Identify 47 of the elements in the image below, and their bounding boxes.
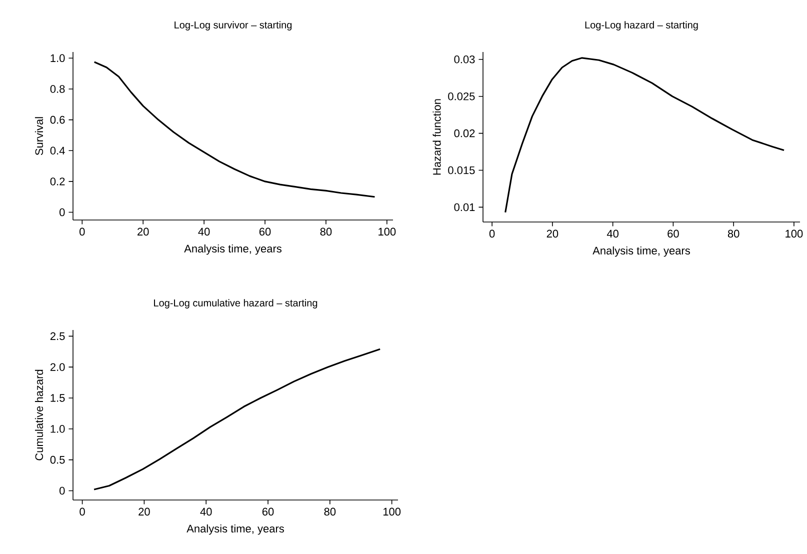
x-tick-label: 20 [138,228,149,236]
y-tick-label: 1.0 [50,54,65,62]
y-tick-label: 0 [60,486,65,495]
x-tick-label: 20 [546,230,558,238]
chart-title: Log-Log survivor – starting [174,21,292,30]
x-tick-label: 20 [138,508,150,516]
x-tick-label: 100 [383,508,401,516]
y-tick-label: 0.4 [50,146,65,155]
x-tick-label: 40 [606,230,618,238]
y-axis-title: Hazard function [432,99,441,175]
y-tick-label: 1.5 [50,394,65,402]
y-tick-label: 2.5 [50,332,65,340]
x-tick-label: 40 [200,508,212,516]
x-axis-title: Analysis time, years [186,524,284,535]
x-tick-label: 0 [80,228,85,236]
chart-title: Log-Log hazard – starting [585,21,698,30]
y-tick-label: 0 [60,208,65,216]
x-axis-title: Analysis time, years [184,244,282,255]
chart-title: Log-Log cumulative hazard – starting [154,299,318,308]
x-tick-label: 0 [489,230,495,238]
y-tick-label: 0.015 [448,166,475,174]
x-tick-label: 0 [80,508,85,516]
y-tick-label: 0.8 [50,85,65,93]
x-tick-label: 80 [324,508,336,516]
y-tick-label: 1.0 [50,425,65,433]
x-tick-label: 60 [259,228,271,236]
line-series [504,57,785,214]
x-tick-label: 100 [786,230,803,238]
y-tick-label: 0.03 [454,56,475,64]
y-tick-label: 0.5 [50,456,65,464]
y-axis-title: Survival [34,117,44,156]
x-tick-label: 40 [198,228,210,236]
y-tick-label: 2.0 [50,363,65,371]
x-tick-label: 60 [262,508,274,516]
y-tick-label: 0.2 [50,178,65,186]
y-tick-label: 0.6 [50,116,65,124]
line-series [93,348,381,490]
x-tick-label: 80 [320,228,332,236]
line-series [94,61,376,198]
x-axis-title: Analysis time, years [592,246,690,257]
y-tick-label: 0.01 [454,203,475,212]
y-tick-label: 0.025 [448,92,475,100]
x-tick-label: 60 [668,230,679,238]
x-tick-label: 100 [378,228,396,236]
x-tick-label: 80 [728,230,740,238]
y-tick-label: 0.02 [454,129,475,138]
y-axis-title: Cumulative hazard [34,370,44,460]
